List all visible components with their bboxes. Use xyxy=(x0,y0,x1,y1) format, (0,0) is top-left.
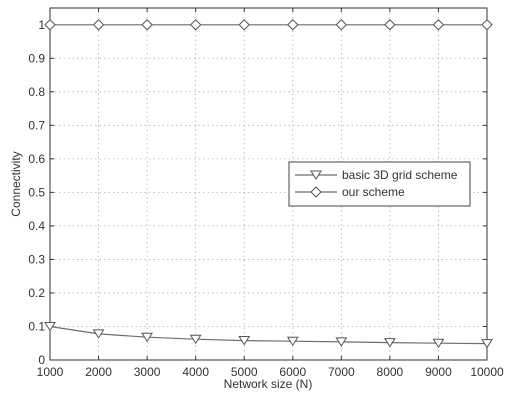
x-tick-label: 9000 xyxy=(425,365,452,379)
y-axis-label: Connectivity xyxy=(9,151,23,216)
x-tick-label: 5000 xyxy=(231,365,258,379)
data-point-our-scheme xyxy=(44,19,56,31)
grid-lines xyxy=(50,8,487,360)
y-tick-label: 0.8 xyxy=(28,85,45,99)
x-tick-label: 7000 xyxy=(328,365,355,379)
y-tick-label: 0 xyxy=(38,353,45,367)
y-tick-label: 0.5 xyxy=(28,185,45,199)
data-point-basic-3d-grid-scheme xyxy=(44,321,56,332)
data-point-our-scheme xyxy=(384,19,396,31)
y-tick-label: 1 xyxy=(38,18,45,32)
data-point-basic-3d-grid-scheme xyxy=(481,339,493,349)
x-tick-label: 8000 xyxy=(377,365,404,379)
x-tick-label: 1000 xyxy=(37,365,64,379)
data-point-our-scheme xyxy=(92,19,105,31)
data-point-basic-3d-grid-scheme xyxy=(238,336,251,346)
series-layer xyxy=(44,19,493,349)
data-point-our-scheme xyxy=(287,19,299,31)
plot-frame xyxy=(49,7,488,361)
y-tick-label: 0.6 xyxy=(28,152,45,166)
x-tick-label: 4000 xyxy=(182,365,209,379)
x-tick-label: 3000 xyxy=(134,365,161,379)
data-point-our-scheme xyxy=(141,19,153,31)
y-tick-label: 0.7 xyxy=(28,118,45,132)
y-tick-label: 0.2 xyxy=(28,286,45,300)
legend-marker-diamond xyxy=(310,186,322,198)
data-point-our-scheme xyxy=(432,19,445,31)
y-tick-label: 0.9 xyxy=(28,51,45,65)
data-point-basic-3d-grid-scheme xyxy=(432,338,445,349)
data-point-basic-3d-grid-scheme xyxy=(189,334,202,345)
data-point-our-scheme xyxy=(189,19,202,31)
y-tick-label: 0.4 xyxy=(28,219,45,233)
data-point-basic-3d-grid-scheme xyxy=(141,332,154,343)
legend-box xyxy=(288,161,471,207)
legend-label-our-scheme: our scheme xyxy=(342,185,405,199)
data-point-basic-3d-grid-scheme xyxy=(92,329,105,339)
data-point-our-scheme xyxy=(335,19,348,31)
x-tick-label: 2000 xyxy=(85,365,112,379)
data-point-basic-3d-grid-scheme xyxy=(286,336,299,347)
x-tick-label: 6000 xyxy=(279,365,306,379)
data-point-basic-3d-grid-scheme xyxy=(335,337,348,347)
x-axis-label: Network size (N) xyxy=(224,377,313,391)
x-tick-label: 10000 xyxy=(470,365,504,379)
y-tick-label: 0.1 xyxy=(28,319,45,333)
legend-marker-triangle-down xyxy=(310,170,322,180)
series-line-basic-3d-grid-scheme xyxy=(49,325,488,345)
axis-ticks: 1000 2000 3000 4000 5000 6000 7000 8000 9000 1000… xyxy=(28,8,504,379)
data-point-our-scheme xyxy=(238,19,250,31)
data-point-basic-3d-grid-scheme xyxy=(383,338,396,348)
data-point-our-scheme xyxy=(481,19,493,31)
y-tick-label: 0.3 xyxy=(28,252,45,266)
legend-label-basic-3d-grid: basic 3D grid scheme xyxy=(342,168,458,182)
legend: basic 3D grid scheme our scheme xyxy=(288,161,471,207)
